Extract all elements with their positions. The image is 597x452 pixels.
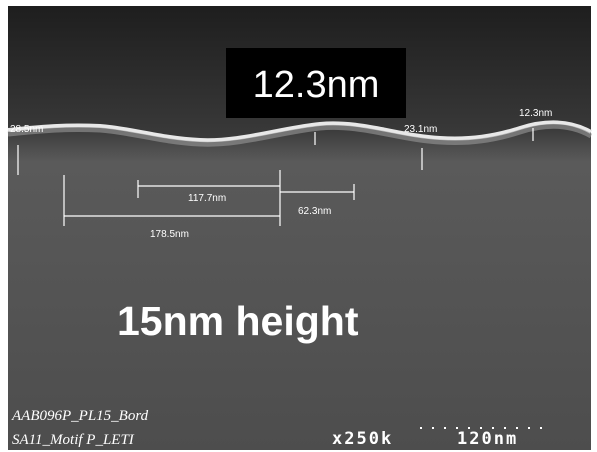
measurement-label: 62.3nm bbox=[298, 206, 331, 217]
measurement-label: 178.5nm bbox=[150, 229, 189, 240]
measurement-label: 12.3nm bbox=[519, 108, 552, 119]
footer-line: SA11_Motif P_LETI bbox=[12, 432, 135, 448]
sem-image: 28.5nm 117.7nm 62.3nm 178.5nm 23.1nm 12.… bbox=[0, 0, 597, 452]
measurement-label: 28.5nm bbox=[10, 124, 43, 135]
measurement-label: 117.7nm bbox=[188, 193, 226, 204]
title-box-text: 12.3nm bbox=[253, 64, 380, 106]
caption: 15nm height bbox=[117, 298, 359, 344]
magnification: x250k bbox=[332, 429, 393, 449]
scale-label: 120nm bbox=[457, 429, 518, 449]
footer-line: AAB096P_PL15_Bord bbox=[11, 408, 149, 424]
measurement-label: 23.1nm bbox=[404, 124, 437, 135]
